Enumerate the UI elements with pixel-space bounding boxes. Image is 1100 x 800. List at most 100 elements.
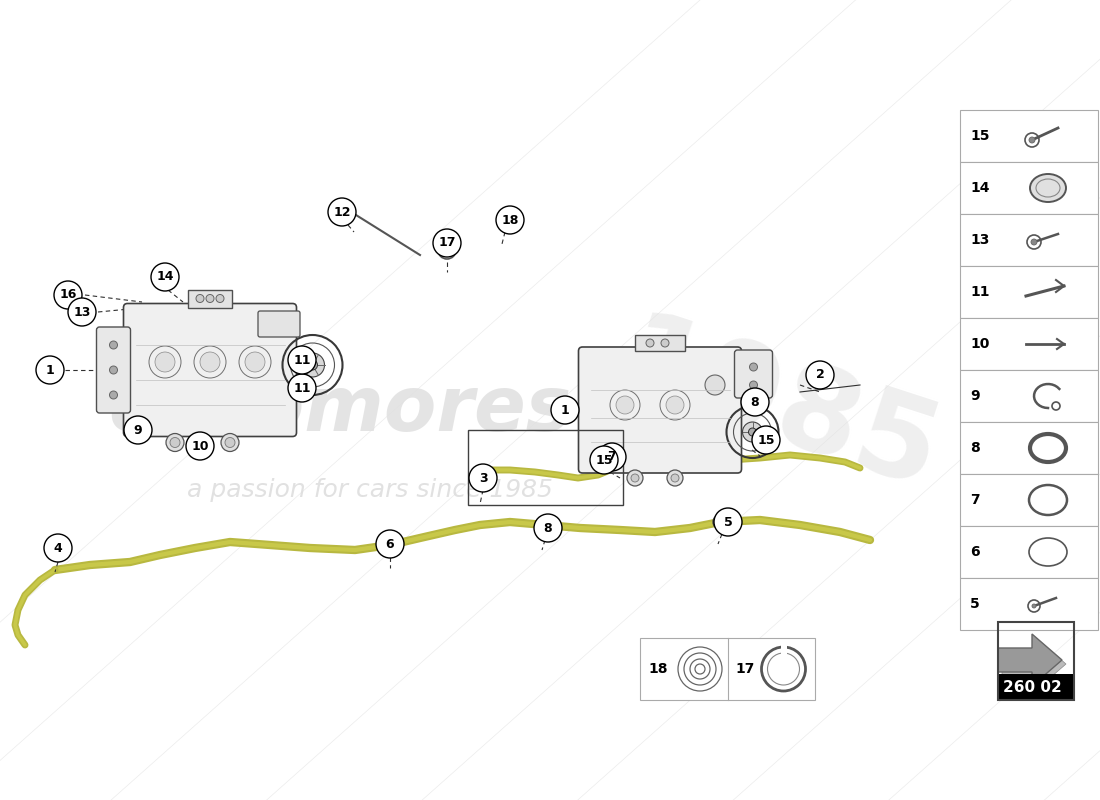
Bar bbox=[468, 430, 623, 505]
Circle shape bbox=[496, 206, 524, 234]
Circle shape bbox=[245, 352, 265, 372]
Bar bbox=[635, 335, 685, 351]
Circle shape bbox=[186, 432, 214, 460]
Circle shape bbox=[714, 508, 742, 536]
Circle shape bbox=[741, 388, 769, 416]
FancyBboxPatch shape bbox=[579, 347, 741, 473]
Text: 3: 3 bbox=[478, 471, 487, 485]
Circle shape bbox=[110, 341, 118, 349]
Circle shape bbox=[110, 366, 118, 374]
Circle shape bbox=[216, 294, 224, 302]
Circle shape bbox=[667, 470, 683, 486]
Bar bbox=[960, 578, 1098, 630]
Text: 10: 10 bbox=[970, 337, 989, 351]
Circle shape bbox=[749, 381, 758, 389]
Circle shape bbox=[539, 522, 551, 534]
Circle shape bbox=[742, 422, 762, 442]
Circle shape bbox=[206, 294, 214, 302]
Circle shape bbox=[748, 428, 757, 436]
Circle shape bbox=[752, 426, 780, 454]
Text: 18: 18 bbox=[502, 214, 519, 226]
Bar bbox=[960, 214, 1098, 266]
Text: 17: 17 bbox=[438, 237, 455, 250]
Text: 8: 8 bbox=[750, 395, 759, 409]
Circle shape bbox=[166, 434, 184, 451]
Text: 14: 14 bbox=[156, 270, 174, 283]
Text: 260 02: 260 02 bbox=[1002, 679, 1062, 694]
Bar bbox=[960, 422, 1098, 474]
FancyBboxPatch shape bbox=[97, 327, 131, 413]
Text: 13: 13 bbox=[74, 306, 90, 318]
Circle shape bbox=[705, 375, 725, 395]
Circle shape bbox=[200, 352, 220, 372]
Circle shape bbox=[1032, 604, 1036, 608]
Text: 11: 11 bbox=[970, 285, 990, 299]
Circle shape bbox=[631, 474, 639, 482]
Circle shape bbox=[646, 339, 654, 347]
Circle shape bbox=[442, 245, 452, 255]
Text: 15: 15 bbox=[757, 434, 774, 446]
Text: 7: 7 bbox=[970, 493, 980, 507]
Bar bbox=[960, 318, 1098, 370]
Circle shape bbox=[342, 204, 354, 216]
Circle shape bbox=[551, 396, 579, 424]
Text: 11: 11 bbox=[294, 382, 310, 394]
Text: 11: 11 bbox=[294, 354, 310, 366]
Text: 10: 10 bbox=[191, 439, 209, 453]
Bar bbox=[960, 266, 1098, 318]
Circle shape bbox=[124, 416, 152, 444]
Bar bbox=[998, 622, 1074, 700]
Circle shape bbox=[226, 438, 235, 447]
Text: 7: 7 bbox=[607, 450, 616, 463]
Circle shape bbox=[155, 352, 175, 372]
Circle shape bbox=[627, 470, 644, 486]
Circle shape bbox=[288, 374, 316, 402]
FancyBboxPatch shape bbox=[735, 350, 772, 398]
Circle shape bbox=[661, 339, 669, 347]
Text: euromores: euromores bbox=[109, 373, 572, 447]
Bar bbox=[960, 474, 1098, 526]
Bar bbox=[781, 645, 786, 655]
Text: 9: 9 bbox=[970, 389, 980, 403]
Circle shape bbox=[433, 229, 461, 257]
Ellipse shape bbox=[1030, 174, 1066, 202]
Text: 16: 16 bbox=[59, 289, 77, 302]
Circle shape bbox=[300, 353, 324, 377]
Text: 2: 2 bbox=[815, 369, 824, 382]
FancyBboxPatch shape bbox=[123, 303, 297, 437]
Bar bbox=[188, 290, 232, 307]
Bar bbox=[640, 638, 815, 700]
Circle shape bbox=[1028, 137, 1035, 143]
Bar bbox=[960, 162, 1098, 214]
Text: 5: 5 bbox=[970, 597, 980, 611]
Polygon shape bbox=[1002, 638, 1066, 690]
Text: 13: 13 bbox=[970, 233, 989, 247]
FancyBboxPatch shape bbox=[258, 311, 300, 337]
Text: 6: 6 bbox=[970, 545, 980, 559]
Circle shape bbox=[221, 434, 239, 451]
Text: 5: 5 bbox=[724, 515, 733, 529]
Text: 14: 14 bbox=[970, 181, 990, 195]
Circle shape bbox=[469, 464, 497, 492]
Text: 1985: 1985 bbox=[606, 305, 954, 515]
Circle shape bbox=[616, 396, 634, 414]
Text: 15: 15 bbox=[970, 129, 990, 143]
Bar bbox=[960, 370, 1098, 422]
Circle shape bbox=[749, 363, 758, 371]
Circle shape bbox=[196, 294, 204, 302]
Circle shape bbox=[288, 346, 316, 374]
Circle shape bbox=[68, 298, 96, 326]
Text: a passion for cars since 1985: a passion for cars since 1985 bbox=[187, 478, 553, 502]
Text: 4: 4 bbox=[54, 542, 63, 554]
Circle shape bbox=[666, 396, 684, 414]
Text: 15: 15 bbox=[595, 454, 613, 466]
Bar bbox=[998, 674, 1074, 700]
Circle shape bbox=[308, 360, 318, 370]
Circle shape bbox=[110, 391, 118, 399]
Circle shape bbox=[328, 198, 356, 226]
Circle shape bbox=[590, 446, 618, 474]
Circle shape bbox=[170, 438, 180, 447]
Circle shape bbox=[36, 356, 64, 384]
Text: 8: 8 bbox=[970, 441, 980, 455]
Polygon shape bbox=[998, 634, 1062, 686]
